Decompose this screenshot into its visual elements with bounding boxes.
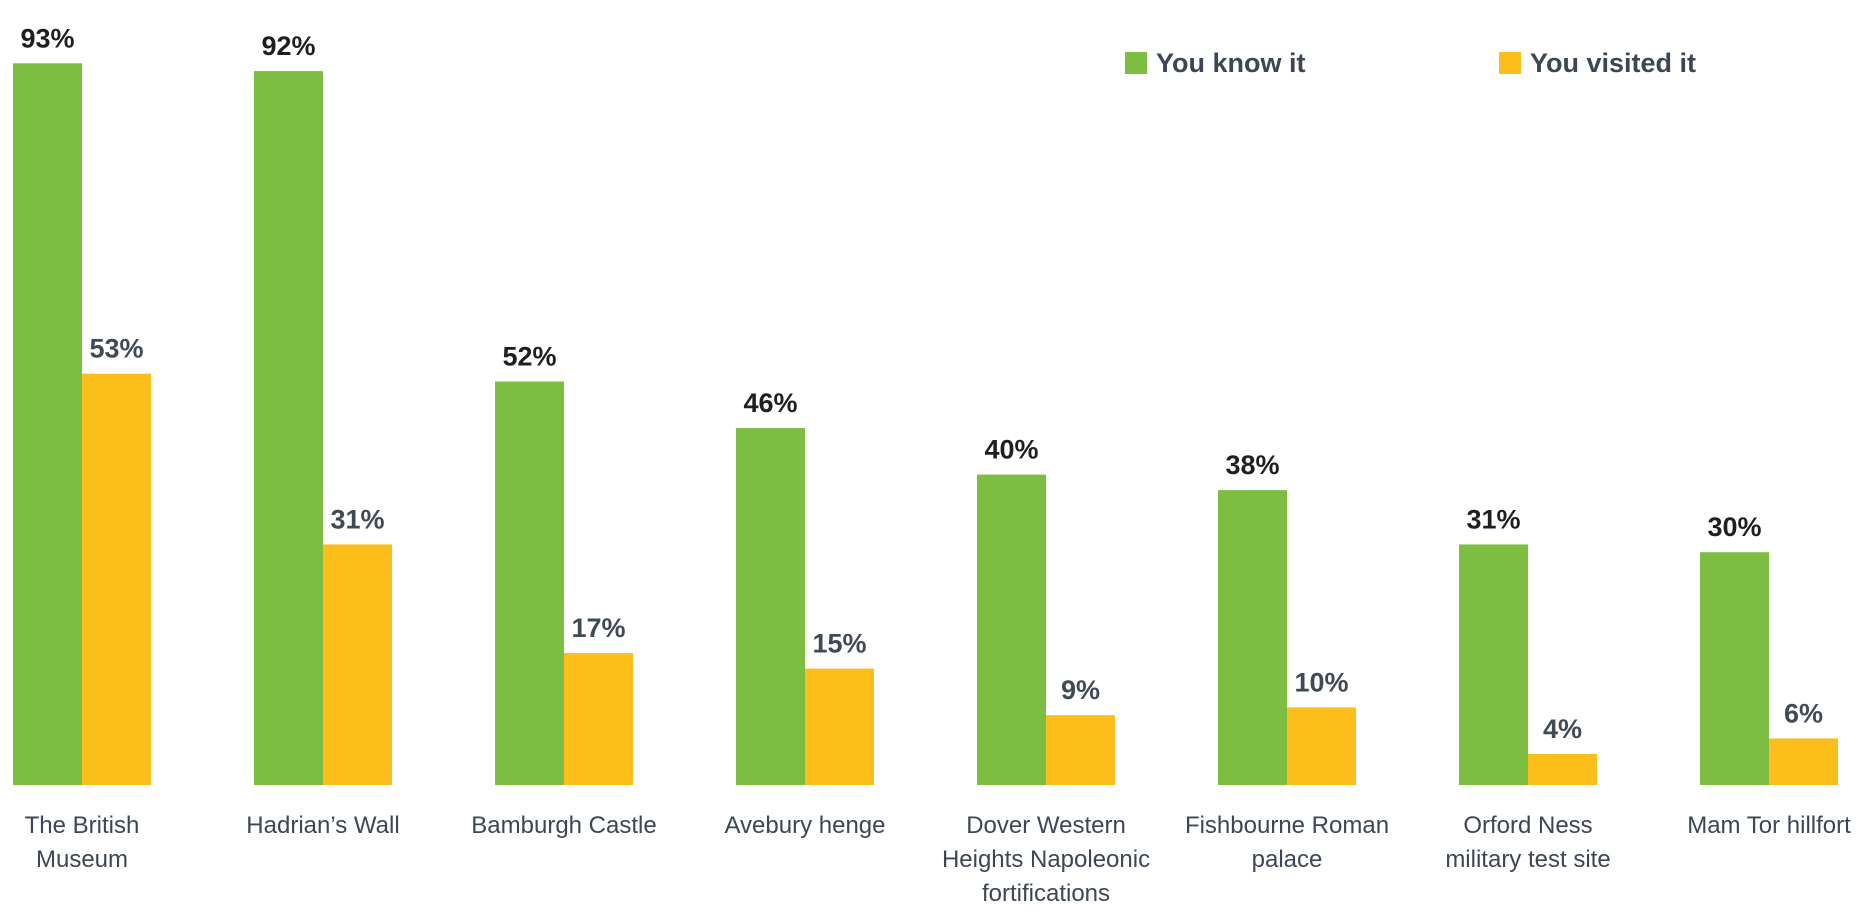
category-label-7: Mam Tor hillfort bbox=[1687, 812, 1851, 839]
value-label-know-1: 92% bbox=[261, 31, 315, 61]
value-label-know-5: 38% bbox=[1225, 450, 1279, 480]
value-label-visited-2: 17% bbox=[571, 613, 625, 643]
value-label-visited-5: 10% bbox=[1294, 667, 1348, 697]
category-label-line: Heights Napoleonic bbox=[942, 846, 1150, 873]
category-label-3: Avebury henge bbox=[724, 812, 885, 839]
category-label-5: Fishbourne Roman palace bbox=[1185, 812, 1389, 873]
bar-know-2 bbox=[495, 381, 564, 785]
category-label-4: Dover Western Heights Napoleonic fortifica… bbox=[942, 812, 1150, 906]
category-label-line: Hadrian’s Wall bbox=[246, 812, 399, 839]
value-label-know-0: 93% bbox=[20, 23, 74, 53]
category-label-1: Hadrian’s Wall bbox=[246, 812, 399, 839]
legend-swatch-visited bbox=[1499, 52, 1521, 74]
bar-visited-2 bbox=[564, 653, 633, 785]
category-label-line: Bamburgh Castle bbox=[471, 812, 656, 839]
legend: You know it You visited it bbox=[1125, 48, 1696, 78]
bar-know-1 bbox=[254, 71, 323, 785]
value-labels-layer: 93% 53% 92% 31% 52% 17% 46% 15% 40% 9% 38% 10% 31% 4%… bbox=[20, 23, 1823, 744]
bar-visited-4 bbox=[1046, 715, 1115, 785]
category-label-6: Orford Ness military test site bbox=[1445, 812, 1610, 873]
bar-visited-1 bbox=[323, 544, 392, 785]
bar-visited-5 bbox=[1287, 707, 1356, 785]
bar-visited-3 bbox=[805, 668, 874, 785]
category-label-line: palace bbox=[1252, 846, 1323, 873]
bar-know-4 bbox=[977, 474, 1046, 785]
bar-know-6 bbox=[1459, 544, 1528, 785]
value-label-know-4: 40% bbox=[984, 435, 1038, 465]
value-label-visited-3: 15% bbox=[812, 629, 866, 659]
bar-visited-6 bbox=[1528, 753, 1597, 785]
category-label-line: Dover Western bbox=[966, 812, 1126, 839]
category-label-line: Mam Tor hillfort bbox=[1687, 812, 1851, 839]
bar-visited-7 bbox=[1769, 738, 1838, 785]
category-label-2: Bamburgh Castle bbox=[471, 812, 656, 839]
value-label-visited-0: 53% bbox=[89, 334, 143, 364]
value-label-know-7: 30% bbox=[1707, 512, 1761, 542]
category-label-line: military test site bbox=[1445, 846, 1610, 873]
category-label-line: The British bbox=[25, 812, 140, 839]
category-label-line: Orford Ness bbox=[1463, 812, 1592, 839]
legend-swatch-know bbox=[1125, 52, 1147, 74]
legend-label-visited: You visited it bbox=[1530, 48, 1696, 78]
value-label-visited-7: 6% bbox=[1784, 698, 1823, 728]
value-label-know-2: 52% bbox=[502, 341, 556, 371]
legend-label-know: You know it bbox=[1156, 48, 1306, 78]
bar-visited-0 bbox=[82, 373, 151, 785]
value-label-visited-4: 9% bbox=[1061, 675, 1100, 705]
value-label-know-3: 46% bbox=[743, 388, 797, 418]
value-label-know-6: 31% bbox=[1466, 504, 1520, 534]
category-label-0: The British Museum bbox=[25, 812, 140, 873]
category-labels-layer: The British Museum Hadrian’s Wall Bamburgh … bbox=[25, 812, 1851, 907]
bar-know-7 bbox=[1700, 552, 1769, 785]
category-label-line: Avebury henge bbox=[724, 812, 885, 839]
category-label-line: Museum bbox=[36, 846, 128, 873]
value-label-visited-1: 31% bbox=[330, 504, 384, 534]
value-label-visited-6: 4% bbox=[1543, 714, 1582, 744]
bars-layer bbox=[13, 63, 1838, 785]
bar-know-3 bbox=[736, 428, 805, 785]
category-label-line: Fishbourne Roman bbox=[1185, 812, 1389, 839]
bar-know-0 bbox=[13, 63, 82, 785]
category-label-line: fortifications bbox=[982, 880, 1110, 906]
bar-know-5 bbox=[1218, 490, 1287, 785]
